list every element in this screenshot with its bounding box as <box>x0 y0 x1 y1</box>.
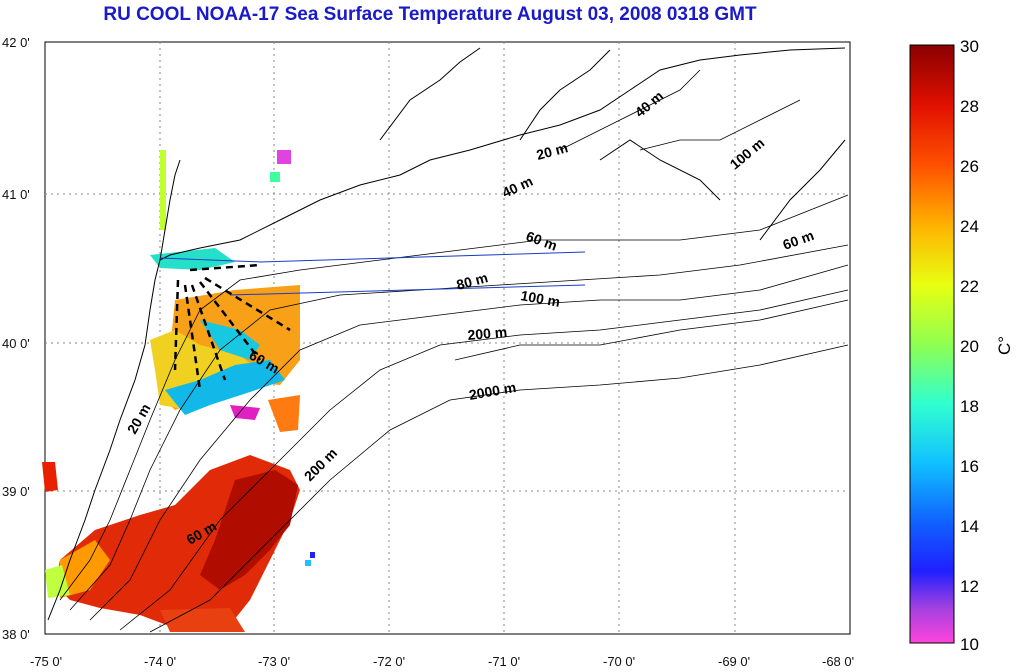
lon-axis: -75 0' -74 0' -73 0' -72 0' -71 0' -70 0… <box>30 654 854 669</box>
lat-tick: 38 0' <box>2 627 30 642</box>
colorbar-tick: 12 <box>960 577 979 596</box>
lon-tick: -71 0' <box>488 654 520 669</box>
lat-axis: 42 0' 41 0' 40 0' 39 0' 38 0' <box>2 35 30 642</box>
lon-tick: -72 0' <box>373 654 405 669</box>
colorbar-tick: 20 <box>960 337 979 356</box>
colorbar-tick: 14 <box>960 517 979 536</box>
colorbar-tick: 28 <box>960 97 979 116</box>
sampling-dashed-lines <box>173 263 291 391</box>
colorbar-tick: 24 <box>960 217 979 236</box>
contour-label: 20 m <box>535 139 570 163</box>
lat-tick: 39 0' <box>2 484 30 499</box>
lat-tick: 41 0' <box>2 187 30 202</box>
colorbar-tick: 18 <box>960 397 979 416</box>
sst-coastal-spots <box>160 150 315 566</box>
lat-tick: 42 0' <box>2 35 30 50</box>
transect-lines <box>159 251 586 296</box>
graticule <box>45 42 850 634</box>
colorbar-tick: 16 <box>960 457 979 476</box>
lon-tick: -74 0' <box>144 654 176 669</box>
map-title: RU COOL NOAA-17 Sea Surface Temperature … <box>103 4 757 25</box>
coastline <box>47 47 846 621</box>
colorbar-tick: 30 <box>960 37 979 56</box>
colorbar-tick: 26 <box>960 157 979 176</box>
contour-label: 100 m <box>519 287 561 310</box>
lon-tick: -70 0' <box>603 654 635 669</box>
contour-label: 200 m <box>467 324 508 343</box>
lon-tick: -73 0' <box>258 654 290 669</box>
bathymetry-contours <box>59 69 849 633</box>
contour-label: 80 m <box>455 269 490 293</box>
colorbar-scale <box>909 44 955 644</box>
lat-tick: 40 0' <box>2 336 30 351</box>
lon-tick: -75 0' <box>30 654 62 669</box>
colorbar-tick: 10 <box>960 635 979 654</box>
colorbar-unit-label: C° <box>995 336 1014 355</box>
lon-tick: -68 0' <box>822 654 854 669</box>
colorbar-tick: 22 <box>960 277 979 296</box>
lon-tick: -69 0' <box>718 654 750 669</box>
colorbar: 30 28 26 24 22 20 18 16 14 12 10 C° <box>909 37 1014 654</box>
